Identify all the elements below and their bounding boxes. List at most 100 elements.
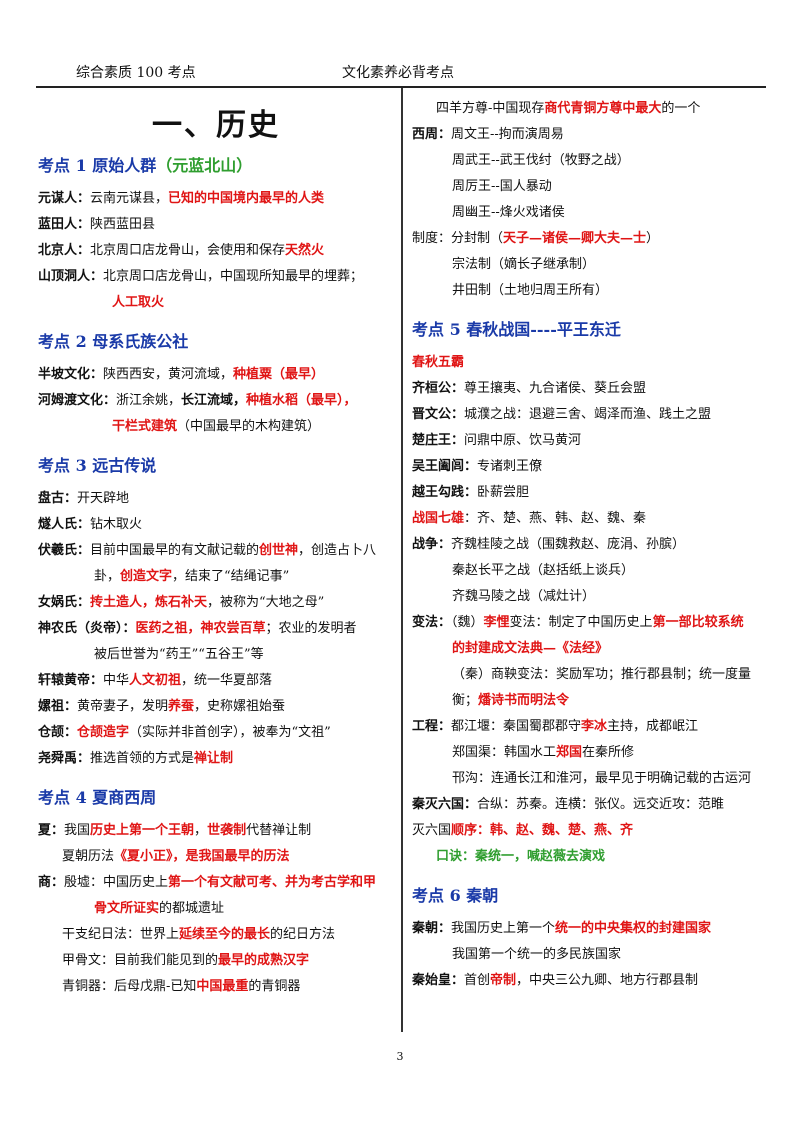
mnemonic-text: 口诀：秦统一，喊赵薇去演戏 [436, 849, 606, 864]
entry-highlight: 骨文所证实 [94, 901, 160, 916]
entry-label: 神农氏（炎帝）： [38, 621, 136, 636]
entry-text: 干支纪日法：世界上 [62, 927, 180, 942]
entry-text: ；农业的发明者 [265, 621, 357, 636]
entry-highlight: 种植水稻（最早）， [246, 393, 357, 408]
entry-label: 伏羲氏： [38, 543, 91, 558]
entry-xuanyuan: 轩辕黄帝：中华人文初祖，统一华夏部落 [38, 668, 394, 694]
section-1-title: 考点 1 原始人群 [38, 156, 157, 175]
entry-liwang: 周厉王--国人暴动 [412, 174, 772, 200]
entry-label: 越王勾践： [412, 485, 478, 500]
entry-text: 邗沟：连通长江和淮河，最早见于明确记载的古运河 [452, 771, 752, 786]
entry-lantian: 蓝田人：陕西蓝田县 [38, 212, 394, 238]
entry-text: 卧薪尝胆 [477, 485, 530, 500]
entry-text: ：齐、楚、燕、韩、赵、魏、秦 [464, 511, 647, 526]
entry-text: （秦）商鞅变法：奖励军功；推行郡县制；统一度量 [452, 667, 752, 682]
section-5-heading: 考点 5 春秋战国----平王东迁 [412, 320, 621, 339]
entry-text: 宗法制（嫡长子继承制） [452, 257, 596, 272]
entry-youwang: 周幽王--烽火戏诸侯 [412, 200, 772, 226]
entry-text: 钻木取火 [90, 517, 143, 532]
entry-label: 女娲氏： [38, 595, 91, 610]
entry-label: 齐桓公： [412, 381, 465, 396]
entry-label: 西周： [412, 127, 452, 142]
entry-text: （中国最早的木构建筑） [177, 419, 321, 434]
entry-label: 楚庄王： [412, 433, 465, 448]
page-number: 3 [396, 1050, 404, 1063]
entry-jinwen: 晋文公：城濮之战：退避三舍、竭泽而渔、践土之盟 [412, 402, 772, 428]
entry-qinchao-cont: 我国第一个统一的多民族国家 [412, 942, 772, 968]
entry-zhidu: 制度：分封制（天子—诸侯—卿大夫—士） [412, 226, 772, 252]
entry-text: 周厉王--国人暴动 [452, 179, 552, 194]
entry-highlight: 第一部比较系统 [652, 615, 744, 630]
entry-highlight: 顺序：韩、赵、魏、楚、燕、齐 [451, 823, 634, 838]
entry-label: 嫘祖： [38, 699, 78, 714]
entry-label: 变法： [412, 615, 452, 630]
entry-text: 北京周口店龙骨山，中国现所知最早的埋葬； [103, 269, 364, 284]
entry-text: 齐魏马陵之战（减灶计） [452, 589, 596, 604]
entry-highlight: 延续至今的最长 [179, 927, 271, 942]
entry-jiagu: 甲骨文：目前我们能见到的最早的成熟汉字 [38, 948, 394, 974]
section-6-heading: 考点 6 秦朝 [412, 886, 499, 905]
entry-wuwang: 周武王--武王伐纣（牧野之战） [412, 148, 772, 174]
entry-label: 秦灭六国： [412, 797, 478, 812]
entry-text: 灭六国 [412, 823, 452, 838]
entry-siyang: 四羊方尊-中国现存商代青铜方尊中最大的一个 [412, 96, 772, 122]
entry-label: 战争： [412, 537, 452, 552]
entry-highlight: 郑国 [556, 745, 583, 760]
entry-hemudu: 河姆渡文化：浙江余姚，长江流域，种植水稻（最早）， [38, 388, 394, 414]
entry-text: 专诸刺王僚 [477, 459, 543, 474]
entry-highlight: 创世神 [259, 543, 299, 558]
entry-xiali: 夏朝历法《夏小正》，是我国最早的历法 [38, 844, 394, 870]
entry-text: 城濮之战：退避三舍、竭泽而渔、践土之盟 [464, 407, 712, 422]
entry-leizu: 嫘祖：黄帝妻子，发明养蚕，史称嫘祖始蚕 [38, 694, 394, 720]
entry-text: 代替禅让制 [246, 823, 312, 838]
entry-shanding: 山顶洞人：北京周口店龙骨山，中国现所知最早的埋葬； [38, 264, 394, 290]
entry-shang: 商：殷墟：中国历史上第一个有文献可考、并为考古学和甲 [38, 870, 394, 896]
entry-shang-cont: 骨文所证实的都城遗址 [38, 896, 394, 922]
entry-gongcheng: 工程：都江堰：秦国蜀郡郡守李冰主持，成都岷江 [412, 714, 772, 740]
entry-text: ，史称嫘祖始蚕 [194, 699, 286, 714]
entry-pangu: 盘古：开天辟地 [38, 486, 394, 512]
entry-qihuan: 齐桓公：尊王攘夷、九合诸侯、葵丘会盟 [412, 376, 772, 402]
entry-text: 陕西蓝田县 [90, 217, 156, 232]
entry-text: ，被称为“大地之母” [207, 595, 325, 610]
entry-highlight: 已知的中国境内最早的人类 [168, 191, 325, 206]
entry-highlight: 中国最重 [196, 979, 249, 994]
entry-text: 开天辟地 [77, 491, 130, 506]
entry-highlight: 种植粟（最早） [233, 367, 325, 382]
entry-text: 都江堰：秦国蜀郡郡守 [451, 719, 582, 734]
header-right: 文化素养必背考点 [342, 65, 454, 81]
entry-shennong: 神农氏（炎帝）：医药之祖，神农尝百草；农业的发明者 [38, 616, 394, 642]
entry-yuewang: 越王勾践：卧薪尝胆 [412, 480, 772, 506]
column-divider [401, 88, 403, 1032]
entry-text: 被后世誉为“药王”“五谷王”等 [94, 647, 264, 662]
entry-ganzhi: 干支纪日法：世界上延续至今的最长的纪日方法 [38, 922, 394, 948]
entry-highlight: 仓颉造字 [77, 725, 130, 740]
entry-highlight: 第一个有文献可考、并为考古学和甲 [168, 875, 377, 890]
header-left: 综合素质 100 考点 [76, 65, 196, 81]
entry-highlight: 人工取火 [112, 295, 165, 310]
section-2-heading: 考点 2 母系氏族公社 [38, 332, 189, 351]
entry-qingtong: 青铜器：后母戊鼎-已知中国最重的青铜器 [38, 974, 394, 1000]
entry-highlight: 李冰 [581, 719, 608, 734]
entry-text: 齐魏桂陵之战（围魏救赵、庞涓、孙膑） [451, 537, 686, 552]
entry-chunqiu: 春秋五霸 [412, 350, 772, 376]
entry-text: 周文王--拘而演周易 [451, 127, 564, 142]
entry-text: 我国 [64, 823, 91, 838]
entry-shanding-cont: 人工取火 [38, 290, 394, 316]
entry-text: 的都城遗址 [159, 901, 225, 916]
entry-highlight: 战国七雄 [412, 511, 465, 526]
page-title: 一、历史 [152, 108, 280, 143]
entry-text: 北京周口店龙骨山，会使用和保存 [90, 243, 286, 258]
entry-label: 晋文公： [412, 407, 465, 422]
entry-highlight: 抟土造人，炼石补天 [90, 595, 208, 610]
section-1-mnemonic: （元蓝北山） [156, 156, 253, 175]
entry-bold: 长江流域， [181, 393, 247, 408]
entry-banpo: 半坡文化：陕西西安，黄河流域，种植粟（最早） [38, 362, 394, 388]
entry-text: 夏朝历法 [62, 849, 115, 864]
entry-text: 云南元谋县， [90, 191, 169, 206]
entry-qinchao: 秦朝：我国历史上第一个统一的中央集权的封建国家 [412, 916, 772, 942]
entry-label: 夏： [38, 823, 65, 838]
entry-text: 我国历史上第一个 [451, 921, 556, 936]
entry-text: 周幽王--烽火戏诸侯 [452, 205, 565, 220]
entry-fuxi-cont: 卦，创造文字，结束了“结绳记事” [38, 564, 394, 590]
